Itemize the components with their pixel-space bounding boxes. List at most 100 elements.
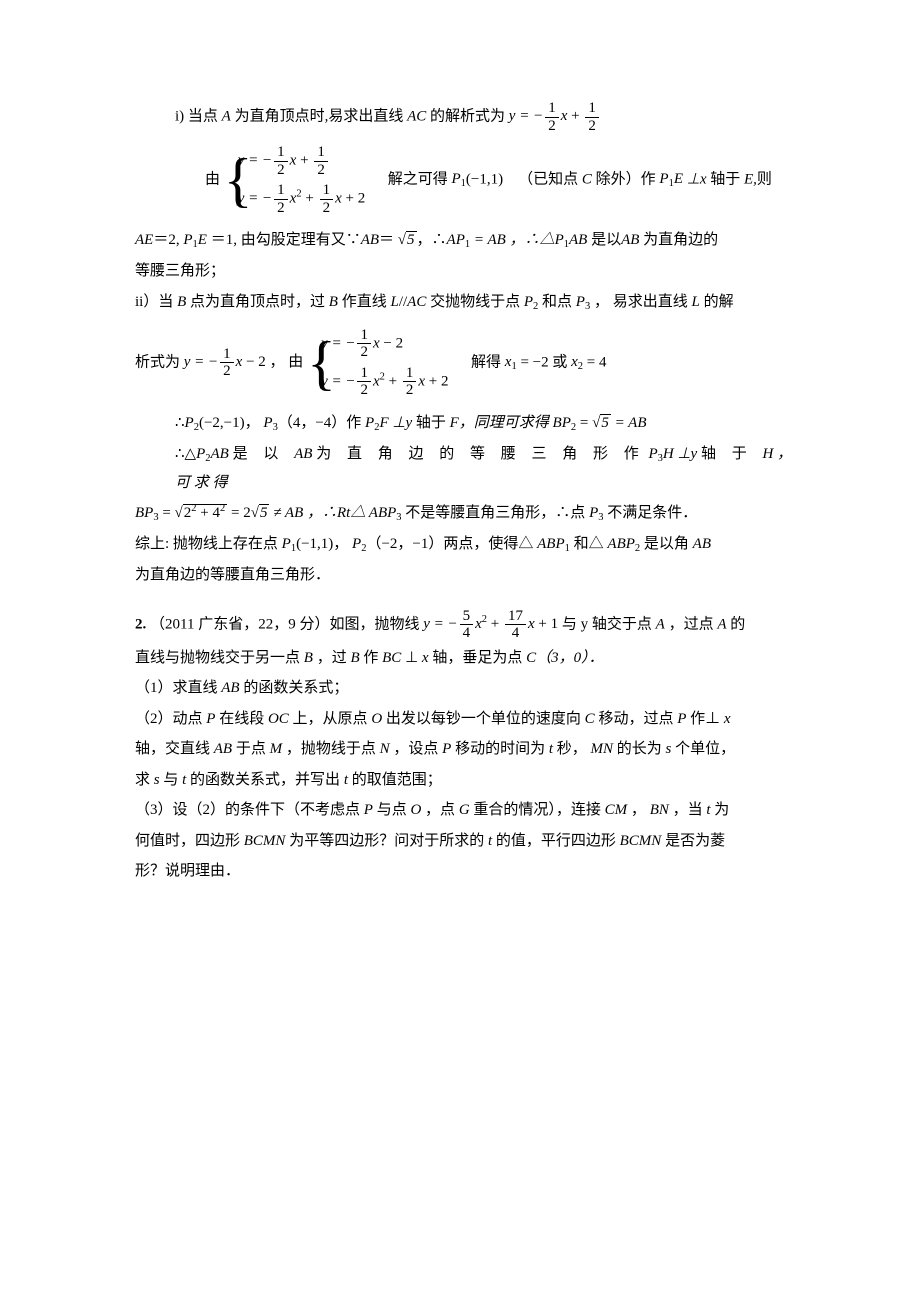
var-AB5: AB: [221, 680, 239, 696]
q2-sub3-l3: 形？说明理由．: [135, 857, 800, 886]
text: 移动，过点: [598, 711, 673, 727]
ABP1: ABP1: [537, 536, 570, 552]
P1d: P1: [282, 536, 296, 552]
sqrt-expr: √22 + 42: [175, 504, 228, 521]
perpy2: ⊥y: [677, 446, 697, 462]
text: ＝: [379, 232, 398, 248]
text: 的长为: [617, 741, 662, 757]
system-2-block: 析式为 y = −12x − 2 ， 由 { y = −12x − 2 y = …: [135, 319, 800, 407]
parallel: //: [399, 294, 407, 310]
text: 轴，交直线: [135, 741, 210, 757]
text: 为: [714, 802, 729, 818]
text: ，当: [673, 802, 703, 818]
F: F，同理可求得: [450, 415, 549, 431]
text: 的值，平行四边形: [496, 833, 616, 849]
sqrt5c: √5: [251, 504, 270, 521]
P1AB: P1AB: [555, 232, 588, 248]
var-M: M: [270, 741, 283, 757]
var-OC: OC: [268, 711, 289, 727]
x1: x1: [505, 354, 517, 370]
P1: P1: [451, 171, 465, 187]
text: ，: [631, 802, 646, 818]
BP2: BP2: [553, 415, 577, 431]
var-B4: B: [350, 650, 359, 666]
perpy: ⊥y: [392, 415, 412, 431]
P3b: P3: [263, 415, 277, 431]
var-t2: t: [182, 772, 186, 788]
text: 与点: [377, 802, 407, 818]
var-BN: BN: [650, 802, 669, 818]
eq-m2: = −2: [517, 354, 549, 370]
ae-line: AE＝2, P1E ＝1, 由勾股定理有又∵AB＝ √5，∴AP1 = AB ，…: [135, 226, 800, 255]
var-A: A: [222, 108, 231, 124]
var-BCMN: BCMN: [244, 833, 286, 849]
text: 解之可得: [388, 171, 448, 187]
var-t: t: [549, 741, 553, 757]
q2-number: 2.: [135, 616, 146, 632]
var-A2: A: [656, 616, 665, 632]
text: 作⊥: [690, 711, 720, 727]
var-L2: L: [691, 294, 699, 310]
perp: ⊥: [687, 171, 700, 187]
line-i: i) 当点 A 为直角顶点时,易求出直线 AC 的解析式为 y = −12x +…: [135, 100, 800, 134]
var-C2: C: [585, 711, 595, 727]
var-AC2: AC: [407, 294, 426, 310]
p2-p3-line: ∴P2(−2,−1)， P3（4，−4）作 P2F ⊥y 轴于 F，同理可求得 …: [135, 409, 800, 438]
text: ii）当: [135, 294, 173, 310]
var-s: s: [666, 741, 672, 757]
P1E: P1E: [183, 232, 207, 248]
text: 不是等腰直角三角形，∴点: [405, 505, 585, 521]
text: ，∴: [417, 232, 447, 248]
var-BCMN2: BCMN: [620, 833, 662, 849]
text: ，点: [425, 802, 455, 818]
text: 和点: [542, 294, 572, 310]
text: 求: [135, 772, 150, 788]
var-MN: MN: [591, 741, 614, 757]
text: 与: [163, 772, 178, 788]
q2-sub3-l1: （3）设（2）的条件下（不考虑点 P 与点 O ，点 G 重合的情况），连接 C…: [135, 796, 800, 825]
text: 点为直角顶点时，过: [190, 294, 325, 310]
p2coord: (−2,−1)，: [199, 415, 260, 431]
AB2: AB: [621, 232, 639, 248]
text: 重合的情况），连接: [473, 802, 601, 818]
text: ，过: [317, 650, 347, 666]
var-A3: A: [717, 616, 726, 632]
text: 解得: [471, 354, 501, 370]
text: 与 y 轴交于点: [562, 616, 652, 632]
text: （已知点: [518, 171, 578, 187]
system-2: { y = −12x − 2 y = −12x2 + 12x + 2: [307, 323, 448, 403]
var-O: O: [371, 711, 382, 727]
eqAB: = AB ，∴△: [470, 232, 554, 248]
text: 秒，: [557, 741, 587, 757]
eq-4: = 4: [583, 354, 606, 370]
text: 综上: 抛物线上存在点: [135, 536, 278, 552]
text: 直线与抛物线交于另一点: [135, 650, 300, 666]
P3H: P3H: [648, 446, 673, 462]
text: 轴于: [710, 171, 740, 187]
AE: AE: [135, 232, 153, 248]
summary-line1: 综上: 抛物线上存在点 P1(−1,1)， P2（−2，−1）两点，使得△ AB…: [135, 530, 800, 559]
text: （2011 广东省，22，9 分）如图，抛物线: [150, 616, 419, 632]
text: 轴于: [416, 415, 446, 431]
coord: (−1,1)，: [296, 536, 348, 552]
text: 个单位，: [675, 741, 735, 757]
var-P4: P: [364, 802, 373, 818]
text: 何值时，四边形: [135, 833, 240, 849]
text: ＝1, 由勾股定理有又∵: [207, 232, 361, 248]
text: 除外）作: [596, 171, 656, 187]
text: i) 当点: [175, 108, 218, 124]
var-t5: t: [488, 833, 492, 849]
AP1: AP1: [447, 232, 471, 248]
text: 是否为菱: [665, 833, 725, 849]
line-ii: ii）当 B 点为直角顶点时，过 B 作直线 L//AC 交抛物线于点 P2 和…: [135, 288, 800, 317]
P2b: P2: [185, 415, 199, 431]
var-G: G: [459, 802, 470, 818]
text: 为 直 角 边 的 等 腰 三 角 形 作: [316, 446, 645, 462]
text: 由: [205, 171, 220, 187]
AB3: AB: [294, 446, 312, 462]
bp3-line: BP3 = √22 + 42 = 2√5 ≠ AB ，∴Rt△ ABP3 不是等…: [135, 499, 800, 528]
system-1-block: 由 { y = −12x + 12 y = −12x2 + 12x + 2 解之…: [135, 136, 800, 224]
text: 为直角顶点时,易求出直线: [235, 108, 404, 124]
x-axis3: x: [724, 711, 731, 727]
P2AB: P2AB: [196, 446, 229, 462]
